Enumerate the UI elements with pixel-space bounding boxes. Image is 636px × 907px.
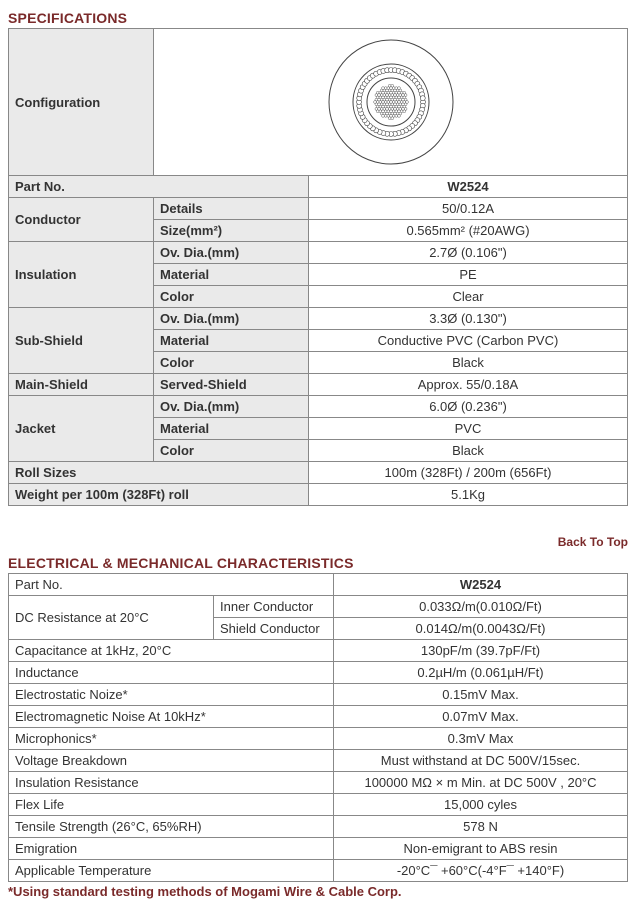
insulation-color-label: Color [154,286,309,308]
mainshield-served-value: Approx. 55/0.18A [309,374,628,396]
conductor-label: Conductor [9,198,154,242]
temp-value: -20°C¯ +60°C(-4°F¯ +140°F) [334,860,628,882]
conductor-details-value: 50/0.12A [309,198,628,220]
inductance-value: 0.2µH/m (0.061µH/Ft) [334,662,628,684]
partno-label: Part No. [9,176,309,198]
flex-value: 15,000 cyles [334,794,628,816]
dc-inner-label: Inner Conductor [214,596,334,618]
config-diagram-cell [154,29,628,176]
insres-label: Insulation Resistance [9,772,334,794]
emigration-label: Emigration [9,838,334,860]
insulation-ovdia-value: 2.7Ø (0.106") [309,242,628,264]
subshield-ovdia-label: Ov. Dia.(mm) [154,308,309,330]
subshield-ovdia-value: 3.3Ø (0.130") [309,308,628,330]
dc-shield-value: 0.014Ω/m(0.0043Ω/Ft) [334,618,628,640]
insres-value: 100000 MΩ × m Min. at DC 500V , 20°C [334,772,628,794]
rollsizes-label: Roll Sizes [9,462,309,484]
subshield-material-label: Material [154,330,309,352]
rollsizes-value: 100m (328Ft) / 200m (656Ft) [309,462,628,484]
temp-label: Applicable Temperature [9,860,334,882]
elec-partno-value: W2524 [334,574,628,596]
emigration-value: Non-emigrant to ABS resin [334,838,628,860]
back-to-top-link[interactable]: Back To Top [558,535,628,549]
jacket-color-label: Color [154,440,309,462]
config-label: Configuration [9,29,154,176]
specifications-title: SPECIFICATIONS [8,10,628,26]
conductor-size-value: 0.565mm² (#20AWG) [309,220,628,242]
conductor-size-label: Size(mm²) [154,220,309,242]
insulation-color-value: Clear [309,286,628,308]
partno-value: W2524 [309,176,628,198]
insulation-ovdia-label: Ov. Dia.(mm) [154,242,309,264]
insulation-material-value: PE [309,264,628,286]
inductance-label: Inductance [9,662,334,684]
electrical-title: ELECTRICAL & MECHANICAL CHARACTERISTICS [8,555,628,571]
jacket-color-value: Black [309,440,628,462]
electrostatic-value: 0.15mV Max. [334,684,628,706]
mainshield-served-label: Served-Shield [154,374,309,396]
jacket-ovdia-value: 6.0Ø (0.236") [309,396,628,418]
weight-label: Weight per 100m (328Ft) roll [9,484,309,506]
tensile-label: Tensile Strength (26°C, 65%RH) [9,816,334,838]
dc-inner-value: 0.033Ω/m(0.010Ω/Ft) [334,596,628,618]
conductor-details-label: Details [154,198,309,220]
mainshield-label: Main-Shield [9,374,154,396]
jacket-label: Jacket [9,396,154,462]
insulation-material-label: Material [154,264,309,286]
em-value: 0.07mV Max. [334,706,628,728]
em-label: Electromagnetic Noise At 10kHz* [9,706,334,728]
subshield-color-label: Color [154,352,309,374]
weight-value: 5.1Kg [309,484,628,506]
flex-label: Flex Life [9,794,334,816]
insulation-label: Insulation [9,242,154,308]
specifications-table: Configuration Part No. W2524 Conductor D… [8,28,628,506]
microphonics-value: 0.3mV Max [334,728,628,750]
subshield-color-value: Black [309,352,628,374]
dc-shield-label: Shield Conductor [214,618,334,640]
subshield-material-value: Conductive PVC (Carbon PVC) [309,330,628,352]
microphonics-label: Microphonics* [9,728,334,750]
back-to-top-container: Back To Top [8,534,628,549]
cable-cross-section-diagram [241,37,541,167]
capacitance-label: Capacitance at 1kHz, 20°C [9,640,334,662]
electrical-table: Part No. W2524 DC Resistance at 20°C Inn… [8,573,628,882]
footnote: *Using standard testing methods of Mogam… [8,884,628,899]
jacket-material-value: PVC [309,418,628,440]
voltage-value: Must withstand at DC 500V/15sec. [334,750,628,772]
dcres-label: DC Resistance at 20°C [9,596,214,640]
subshield-label: Sub-Shield [9,308,154,374]
electrostatic-label: Electrostatic Noize* [9,684,334,706]
jacket-material-label: Material [154,418,309,440]
tensile-value: 578 N [334,816,628,838]
elec-partno-label: Part No. [9,574,334,596]
voltage-label: Voltage Breakdown [9,750,334,772]
capacitance-value: 130pF/m (39.7pF/Ft) [334,640,628,662]
jacket-ovdia-label: Ov. Dia.(mm) [154,396,309,418]
